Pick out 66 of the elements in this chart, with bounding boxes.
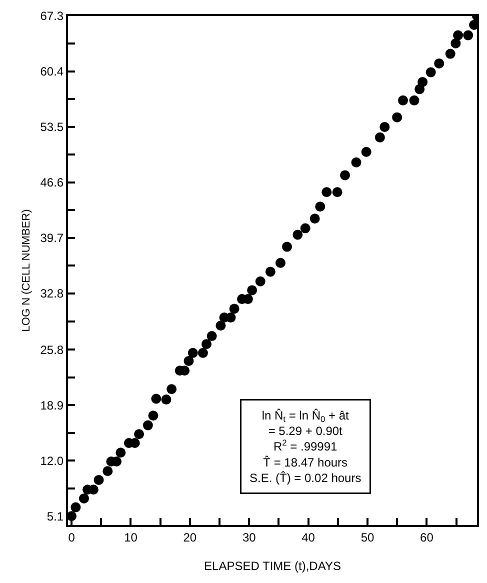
y-tick-label: 39.7 <box>40 231 64 246</box>
point <box>188 348 198 358</box>
y-tick-label: 53.5 <box>40 120 64 134</box>
point <box>216 320 226 331</box>
x-tick-label: 10 <box>124 530 138 544</box>
point <box>434 58 444 68</box>
point <box>265 266 276 277</box>
point <box>332 187 342 198</box>
point <box>340 170 350 180</box>
y-tick-label: 32.8 <box>40 286 64 301</box>
point <box>426 67 436 78</box>
point <box>229 304 240 314</box>
x-tick-label: 40 <box>302 530 316 544</box>
x-tick-label: 50 <box>360 530 374 544</box>
point <box>226 312 236 323</box>
x-tick-label: 20 <box>183 530 197 544</box>
point <box>392 112 402 122</box>
point <box>361 146 372 157</box>
point <box>202 339 212 350</box>
y-tick-label: 25.8 <box>40 342 64 357</box>
y-tick-label: 46.6 <box>40 176 64 190</box>
point <box>206 331 217 342</box>
point <box>255 276 266 286</box>
point <box>275 258 286 268</box>
point <box>453 30 464 40</box>
point <box>322 187 332 198</box>
point <box>445 48 456 59</box>
point <box>282 242 292 252</box>
point <box>166 384 177 394</box>
point <box>450 38 461 48</box>
point <box>247 285 258 296</box>
point <box>398 95 408 106</box>
x-axis-title: ELAPSED TIME (t),DAYS <box>204 558 341 573</box>
y-tick-label: 18.9 <box>40 398 64 412</box>
point <box>70 502 81 512</box>
point <box>310 214 320 224</box>
point <box>184 356 194 366</box>
point <box>380 122 390 132</box>
point <box>463 30 474 40</box>
point <box>78 493 89 504</box>
point <box>151 394 162 404</box>
text: 12.0 <box>40 454 64 468</box>
point <box>374 132 385 142</box>
point <box>300 223 310 234</box>
point <box>102 466 113 476</box>
point <box>161 394 172 405</box>
x-tick-label: 60 <box>420 530 434 544</box>
x-tick-label: 30 <box>242 530 256 544</box>
y-tick-label: 67.3 <box>40 9 64 24</box>
x-tick-label: 0 <box>68 530 76 544</box>
point <box>94 474 104 485</box>
y-tick-label: 60.4 <box>40 64 64 79</box>
point <box>418 76 428 87</box>
point <box>134 429 144 440</box>
point <box>68 511 77 522</box>
point <box>142 420 153 430</box>
point <box>351 157 362 168</box>
point <box>315 202 326 212</box>
y-axis-title: LOG N (CELL NUMBER) <box>20 209 32 332</box>
text: ln N̂$_{t}$ = ln N̂$_{0}$ + ât = 5.29 + 0.90t R$^{2}$ = .99991 T̂ = 18.47 hours S.E. (T̂) = 0.02 hours <box>250 408 362 485</box>
y-tick-label: 5.1 <box>46 509 64 524</box>
point <box>198 348 208 358</box>
point <box>116 448 126 458</box>
point <box>409 95 420 106</box>
point <box>292 230 303 240</box>
point <box>148 410 158 421</box>
